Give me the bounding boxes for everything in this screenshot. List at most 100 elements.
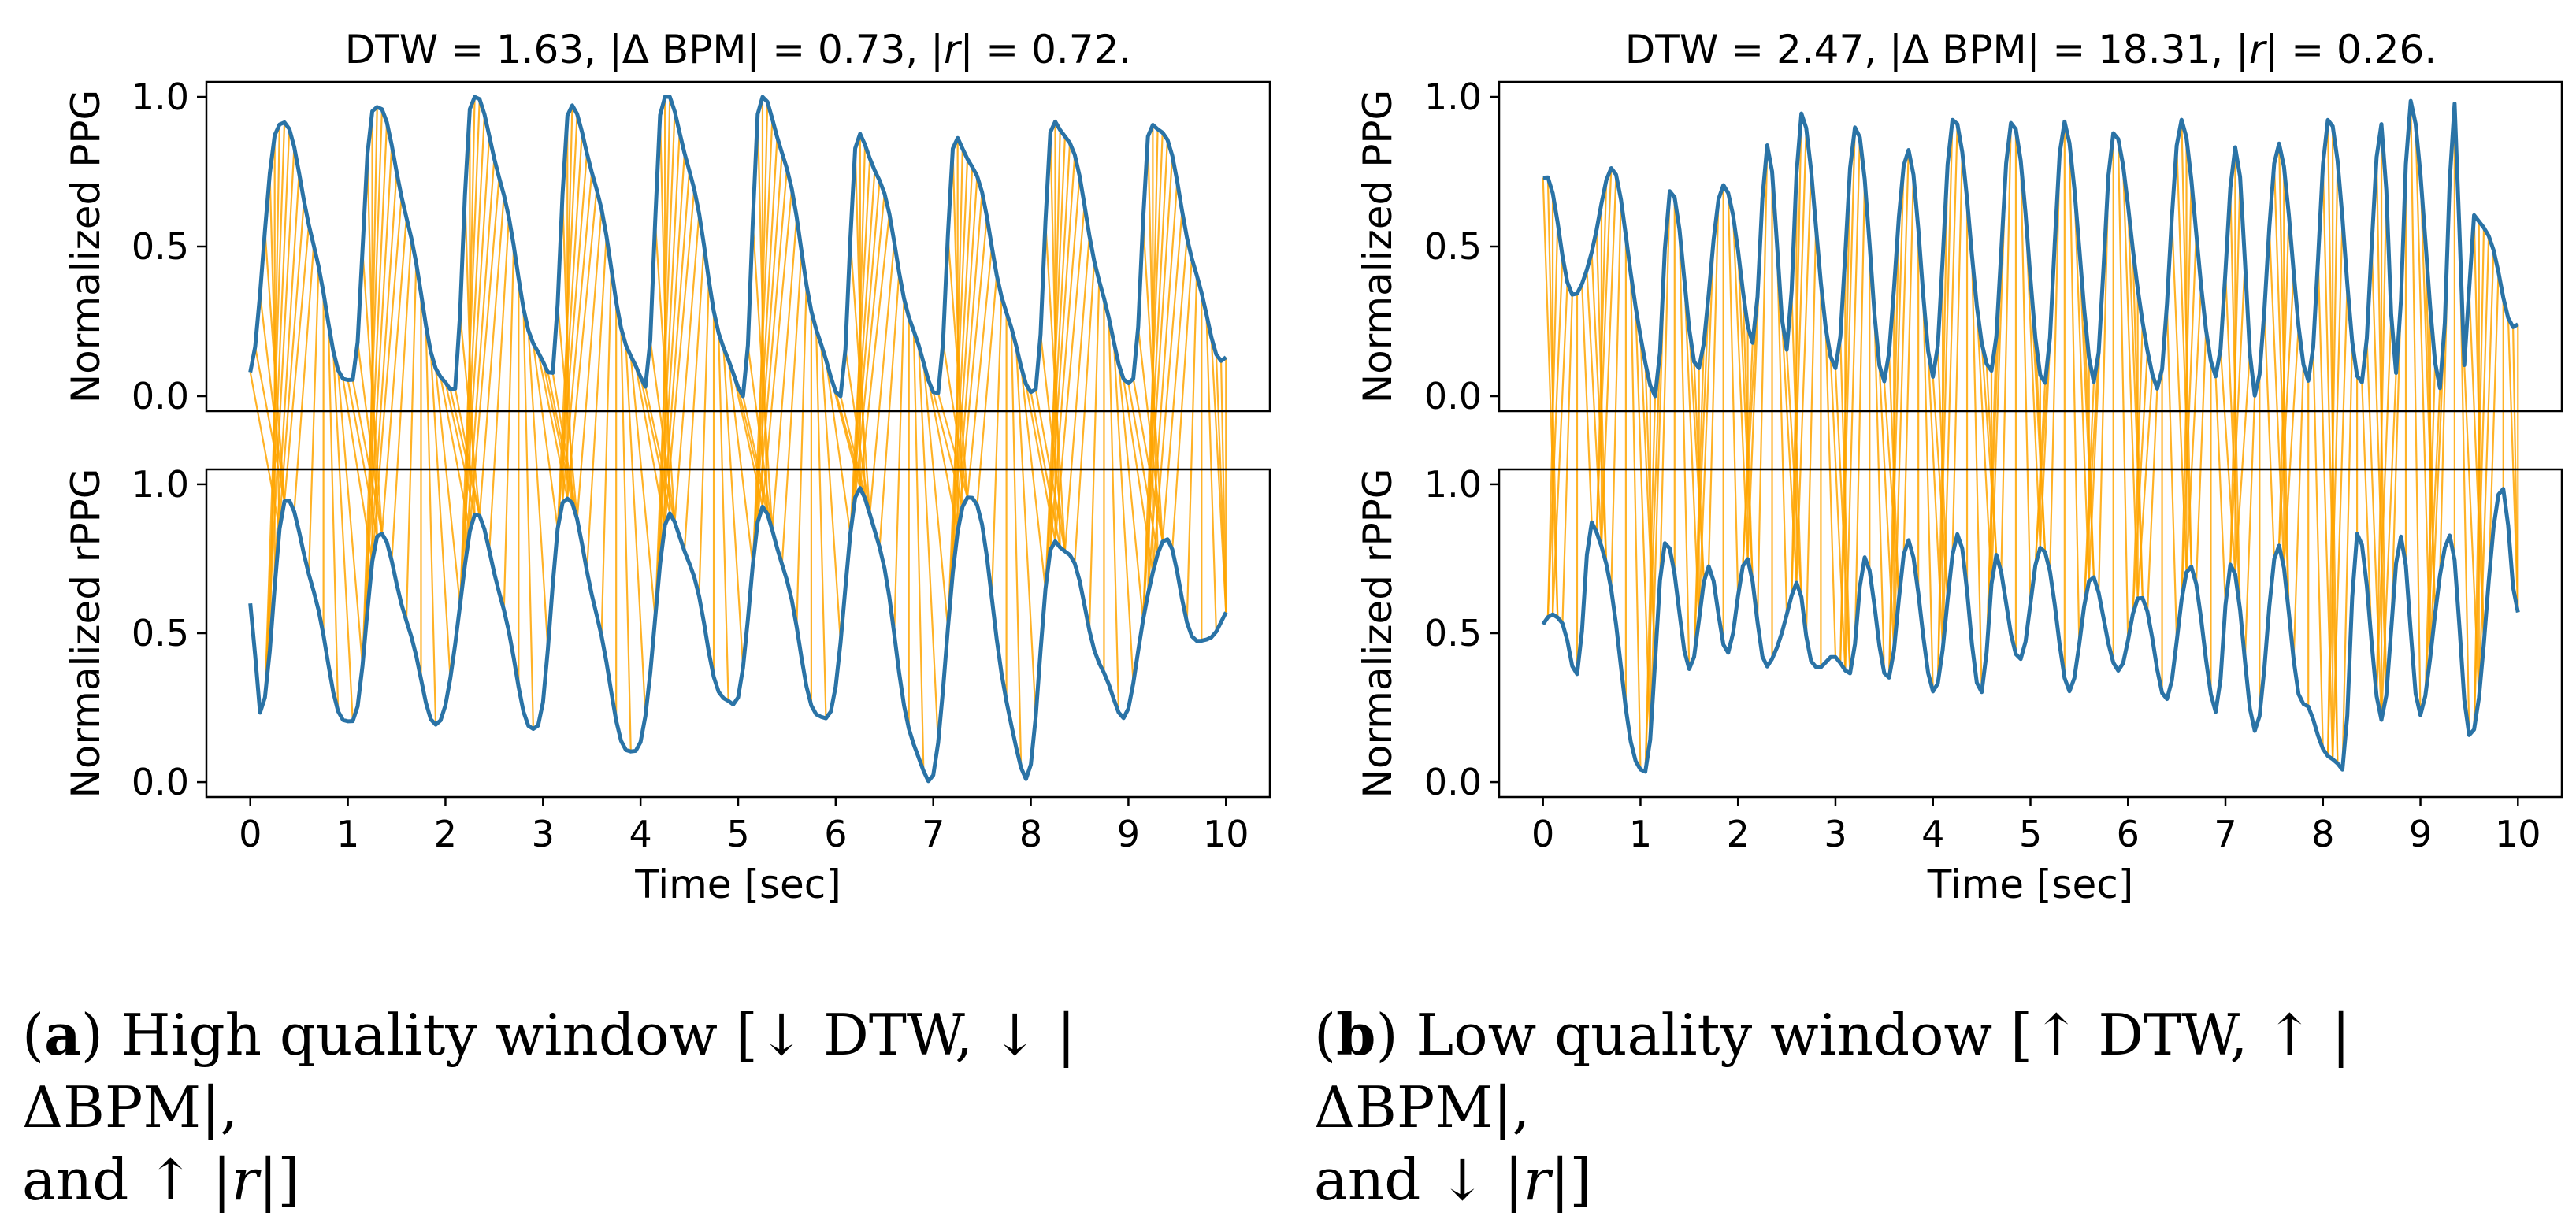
dtw-warping-line: [337, 370, 364, 666]
chart-panel-a: 0.0 0.5 1.0 Normalized PPG 0.0 0.5 1.0 Normaliz…: [63, 27, 1271, 907]
x-tick-label: 5: [726, 813, 749, 855]
dtw-warping-line: [1015, 346, 1037, 717]
dtw-warping-line: [1546, 255, 1564, 617]
dtw-warping-line: [2146, 388, 2158, 612]
dtw-warping-line: [1824, 328, 1837, 658]
dtw-warping-line: [600, 268, 613, 636]
dtw-warping-line: [1088, 280, 1101, 631]
dtw-warping-line: [2332, 284, 2348, 760]
dtw-warping-line: [2361, 382, 2373, 644]
y-tick-label-top: 0.5: [1424, 225, 1482, 268]
x-tick-label: 2: [434, 813, 457, 855]
dtw-warping-line: [698, 280, 710, 597]
dtw-warping-line: [1629, 273, 1642, 770]
dtw-warping-line: [674, 213, 700, 523]
dtw-warping-line: [659, 170, 691, 565]
dtw-warping-line: [2488, 272, 2500, 582]
dtw-warping-line: [1117, 364, 1145, 621]
dtw-warping-line: [503, 245, 515, 610]
dtw-warping-line: [2478, 250, 2495, 699]
dtw-warping-line: [585, 235, 607, 572]
caption-a-line2: and ↑ |r|]: [22, 1144, 1251, 1216]
dtw-warping-line: [849, 170, 876, 535]
dtw-warping-line: [2229, 261, 2246, 565]
caption-a-line2-post: |]: [258, 1147, 300, 1213]
caption-b-line2-pre: and ↓ |: [1314, 1147, 1524, 1213]
x-tick-label: 2: [1727, 813, 1750, 855]
dtw-warping-line: [1971, 255, 1983, 692]
dtw-warping-line: [2283, 326, 2299, 569]
caption-b-var: r: [1523, 1147, 1551, 1213]
dtw-warping-line: [1873, 313, 1885, 673]
dtw-warping-line: [362, 122, 388, 666]
dtw-warping-line: [561, 172, 593, 503]
dtw-warping-line: [2068, 143, 2080, 645]
x-tick-label: 1: [1629, 813, 1652, 855]
x-tick-label: 0: [1531, 813, 1554, 855]
rppg-signal-line-b: [1541, 487, 2520, 774]
dtw-warping-line: [1756, 145, 1769, 622]
caption-a: (a) High quality window [↓ DTW, ↓ |ΔBPM|…: [22, 999, 1251, 1216]
caption-b-text: ) Low quality window [↑ DTW, ↑ |ΔBPM|,: [1314, 1002, 2351, 1140]
dtw-warping-line: [1186, 275, 1198, 623]
dtw-warping-line: [1795, 169, 1813, 584]
dtw-warping-line: [1049, 176, 1081, 551]
dtw-warping-line: [478, 195, 505, 517]
dtw-warping-line: [654, 132, 681, 619]
dtw-warping-line: [825, 359, 852, 535]
dtw-warping-line: [893, 298, 905, 635]
dtw-warping-line: [1045, 136, 1067, 590]
dtw-warping-line: [2098, 175, 2110, 593]
dtw-warping-line: [859, 213, 891, 488]
dtw-warping-line: [2375, 314, 2392, 697]
y-tick-label-bottom: 0.5: [1424, 612, 1482, 654]
y-axis-label-top-a: Normalized PPG: [63, 90, 109, 404]
dtw-warping-line: [2083, 352, 2100, 607]
chart-panel-b: 0.0 0.5 1.0 Normalized PPG 0.0 0.5 1.0 Normaliz…: [1355, 27, 2563, 907]
dtw-warping-line: [820, 343, 842, 643]
dtw-warping-line: [362, 145, 393, 666]
caption-a-text: ) High quality window [↓ DTW, ↓ |ΔBPM|,: [22, 1002, 1076, 1140]
dtw-warping-line: [527, 330, 549, 650]
x-tick-label: 4: [1921, 813, 1944, 855]
dtw-warping-line: [532, 343, 559, 529]
dtw-warping-line: [1010, 328, 1023, 769]
dtw-warping-line: [1887, 165, 1905, 678]
dtw-warping-line: [1561, 295, 1573, 624]
chart-title-a: DTW = 1.63, |Δ BPM| = 0.73, |r| = 0.72.: [345, 27, 1132, 72]
dtw-warping-line: [254, 347, 286, 502]
dtw-warping-line: [2390, 300, 2402, 631]
dtw-warping-line: [2020, 160, 2032, 604]
dtw-warping-line: [1063, 235, 1090, 552]
dtw-warping-line: [752, 136, 778, 565]
dtw-warping-line: [1586, 269, 1603, 547]
caption-a-line1: (a) High quality window [↓ DTW, ↓ |ΔBPM|…: [22, 1001, 1076, 1140]
dtw-warping-line: [1659, 191, 1671, 581]
figure-canvas: 0.0 0.5 1.0 Normalized PPG 0.0 0.5 1.0 Normaliz…: [63, 27, 2563, 907]
dtw-warping-line: [849, 158, 871, 535]
dtw-warping-line: [1976, 306, 1993, 584]
x-tick-label: 8: [1019, 813, 1042, 855]
dtw-warping-line: [1591, 251, 1608, 565]
x-tick-label: 6: [824, 813, 847, 855]
dtw-warping-line: [1707, 199, 1720, 567]
dtw-warping-line: [1942, 124, 1958, 650]
dtw-warping-line: [2326, 217, 2344, 756]
dtw-warping-line: [2473, 235, 2490, 730]
dtw-warping-line: [629, 356, 656, 619]
dtw-warping-line: [1698, 239, 1715, 621]
dtw-warping-line: [1546, 222, 1559, 617]
dtw-warping-line: [1839, 127, 1856, 663]
dtw-warping-line: [1054, 205, 1086, 542]
dtw-warping-line: [1020, 366, 1047, 590]
dtw-warping-line: [2214, 376, 2227, 606]
x-tick-label: 5: [2019, 813, 2042, 855]
dtw-warping-line: [1152, 210, 1183, 573]
y-tick-label-bottom: 1.0: [132, 463, 189, 506]
dtw-warping-line: [620, 328, 632, 752]
dtw-warping-line: [405, 262, 418, 621]
x-tick-label: 0: [239, 813, 262, 855]
dtw-warping-line: [522, 308, 535, 729]
dtw-warping-line: [781, 250, 803, 565]
dtw-warping-line: [566, 189, 598, 499]
